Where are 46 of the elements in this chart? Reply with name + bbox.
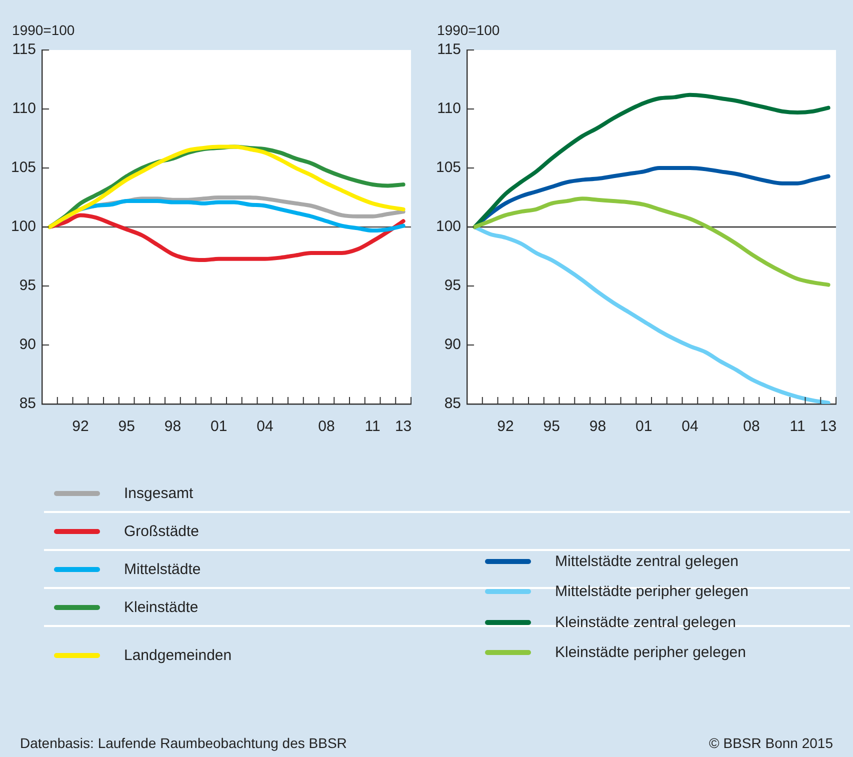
y-tick-label: 110 bbox=[12, 100, 36, 118]
x-tick-label: 01 bbox=[210, 418, 228, 436]
x-tick-label: 01 bbox=[635, 418, 652, 436]
legend-label: Kleinstädte bbox=[124, 598, 198, 616]
y-tick-label: 110 bbox=[437, 100, 462, 118]
y-tick-label: 90 bbox=[444, 336, 462, 354]
x-tick-label: 92 bbox=[497, 418, 514, 436]
y-tick-label: 85 bbox=[444, 395, 462, 412]
legend-label: Großstädte bbox=[124, 522, 200, 540]
y-tick-label: 115 bbox=[437, 41, 462, 58]
y-axis-title: 1990=100 bbox=[12, 22, 75, 38]
y-tick-label: 85 bbox=[19, 395, 36, 412]
x-tick-label: 98 bbox=[589, 418, 606, 436]
legend-label: Kleinstädte zentral gelegen bbox=[555, 614, 736, 631]
x-tick-label: 13 bbox=[394, 418, 412, 436]
legend-label: Mittelstädte bbox=[124, 560, 201, 578]
legend-label: Kleinstädte peripher gelegen bbox=[555, 644, 746, 662]
x-tick-label: 92 bbox=[72, 418, 89, 436]
legend-label: Mittelstädte zentral gelegen bbox=[555, 552, 738, 570]
legend-label: Insgesamt bbox=[124, 484, 194, 502]
line-series bbox=[472, 196, 830, 287]
x-tick-label: 95 bbox=[118, 418, 135, 436]
y-tick-label: 100 bbox=[436, 218, 462, 236]
x-tick-label: 95 bbox=[543, 418, 560, 436]
y-tick-label: 105 bbox=[436, 159, 462, 176]
line-series bbox=[472, 225, 830, 404]
x-tick-label: 04 bbox=[256, 418, 274, 436]
y-tick-label: 90 bbox=[19, 336, 36, 354]
y-tick-label: 105 bbox=[10, 159, 36, 176]
x-tick-label: 11 bbox=[790, 418, 806, 436]
text: Datenbasis: Laufende Raumbeobachtung des BBSR bbox=[20, 735, 347, 751]
x-tick-label: 08 bbox=[318, 418, 335, 436]
y-axis-title: 1990=100 bbox=[437, 22, 500, 38]
y-tick-label: 100 bbox=[10, 218, 36, 236]
text: © BBSR Bonn 2015 bbox=[709, 735, 833, 751]
y-tick-label: 115 bbox=[12, 41, 36, 58]
legend-label: Landgemeinden bbox=[124, 646, 232, 664]
y-tick-label: 95 bbox=[19, 277, 36, 294]
x-tick-label: 98 bbox=[164, 418, 182, 436]
x-tick-label: 11 bbox=[364, 418, 380, 436]
x-tick-label: 13 bbox=[820, 418, 837, 436]
legend-label: Mittelstädte peripher gelegen bbox=[555, 583, 748, 600]
y-tick-label: 95 bbox=[444, 277, 462, 294]
x-tick-label: 08 bbox=[743, 418, 760, 436]
line-series bbox=[48, 213, 406, 262]
x-tick-label: 04 bbox=[682, 418, 698, 436]
